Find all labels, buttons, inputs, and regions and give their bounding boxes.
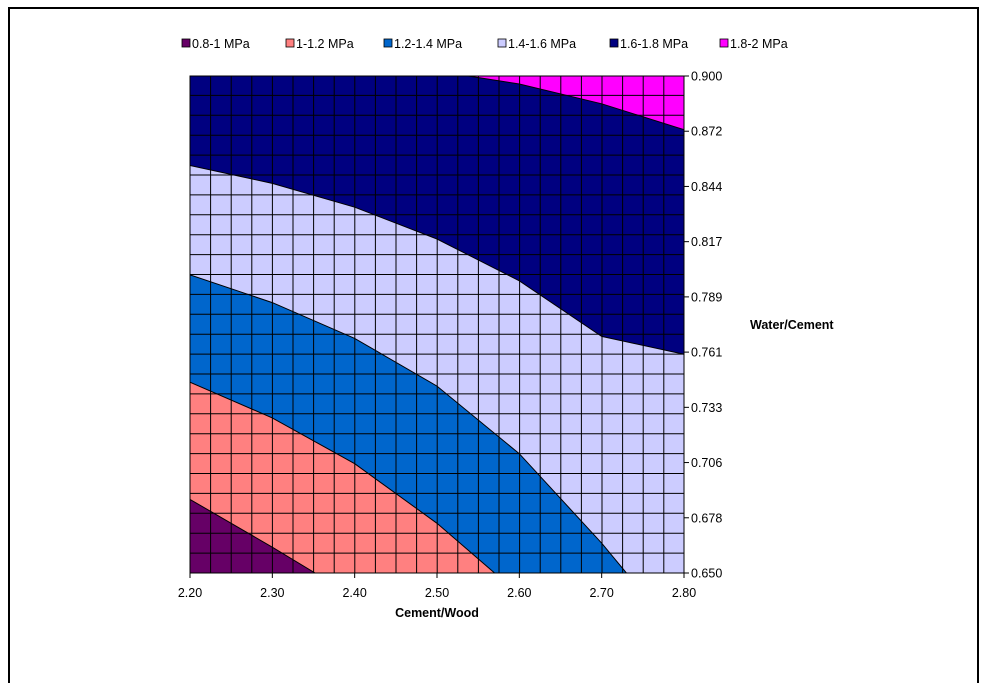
legend-item: 1-1.2 MPa [285, 37, 354, 51]
legend-item: 1.2-1.4 MPa [383, 37, 462, 51]
x-axis-title: Cement/Wood [395, 606, 479, 620]
x-tick-label: 2.70 [589, 586, 613, 600]
legend-swatch [719, 38, 729, 48]
x-tick-label: 2.60 [507, 586, 531, 600]
legend-swatch [383, 38, 393, 48]
legend-swatch [609, 38, 619, 48]
chart-legend: 0.8-1 MPa 1-1.2 MPa 1.2-1.4 MPa 1.4-1.6 MPa… [181, 37, 788, 51]
y-tick-label: 0.844 [691, 180, 722, 194]
y-tick-label: 0.706 [691, 456, 722, 470]
y-tick-label: 0.733 [691, 401, 722, 415]
legend-swatch [181, 38, 191, 48]
x-tick-label: 2.20 [178, 586, 202, 600]
contour-lines [190, 76, 684, 573]
y-tick-label: 0.761 [691, 346, 722, 360]
contour-line [468, 76, 684, 131]
legend-swatch [497, 38, 507, 48]
legend-item: 1.4-1.6 MPa [497, 37, 576, 51]
legend-label: 1.8-2 MPa [730, 37, 788, 51]
contour-line [190, 274, 627, 573]
plot-grid [190, 76, 684, 573]
y-tick-label: 0.872 [691, 125, 722, 139]
y-tick-label: 0.650 [691, 567, 722, 581]
y-axis-title: Water/Cement [750, 318, 834, 332]
legend-label: 1.6-1.8 MPa [620, 37, 688, 51]
y-axis: 0.650 0.678 0.706 0.733 0.761 0.789 0.817 0.844… [684, 70, 722, 581]
region-1.8-2 [468, 76, 684, 130]
y-tick-label: 0.678 [691, 511, 722, 525]
region-1-1.2 [190, 382, 495, 573]
x-axis: 2.20 2.30 2.40 2.50 2.60 2.70 2.80 [178, 573, 696, 600]
legend-item: 1.8-2 MPa [719, 37, 788, 51]
contour-line [190, 498, 316, 573]
x-tick-label: 2.40 [342, 586, 366, 600]
legend-label: 0.8-1 MPa [192, 37, 250, 51]
x-tick-label: 2.30 [260, 586, 284, 600]
x-tick-label: 2.50 [425, 586, 449, 600]
contour-line [190, 165, 684, 355]
y-tick-label: 0.789 [691, 290, 722, 304]
legend-item: 0.8-1 MPa [181, 37, 250, 51]
legend-swatch [285, 38, 295, 48]
x-tick-label: 2.80 [672, 586, 696, 600]
legend-label: 1-1.2 MPa [296, 37, 354, 51]
legend-label: 1.4-1.6 MPa [508, 37, 576, 51]
y-tick-label: 0.900 [691, 70, 722, 84]
contour-line [190, 381, 495, 573]
legend-item: 1.6-1.8 MPa [609, 37, 688, 51]
legend-label: 1.2-1.4 MPa [394, 37, 462, 51]
y-tick-label: 0.817 [691, 235, 722, 249]
